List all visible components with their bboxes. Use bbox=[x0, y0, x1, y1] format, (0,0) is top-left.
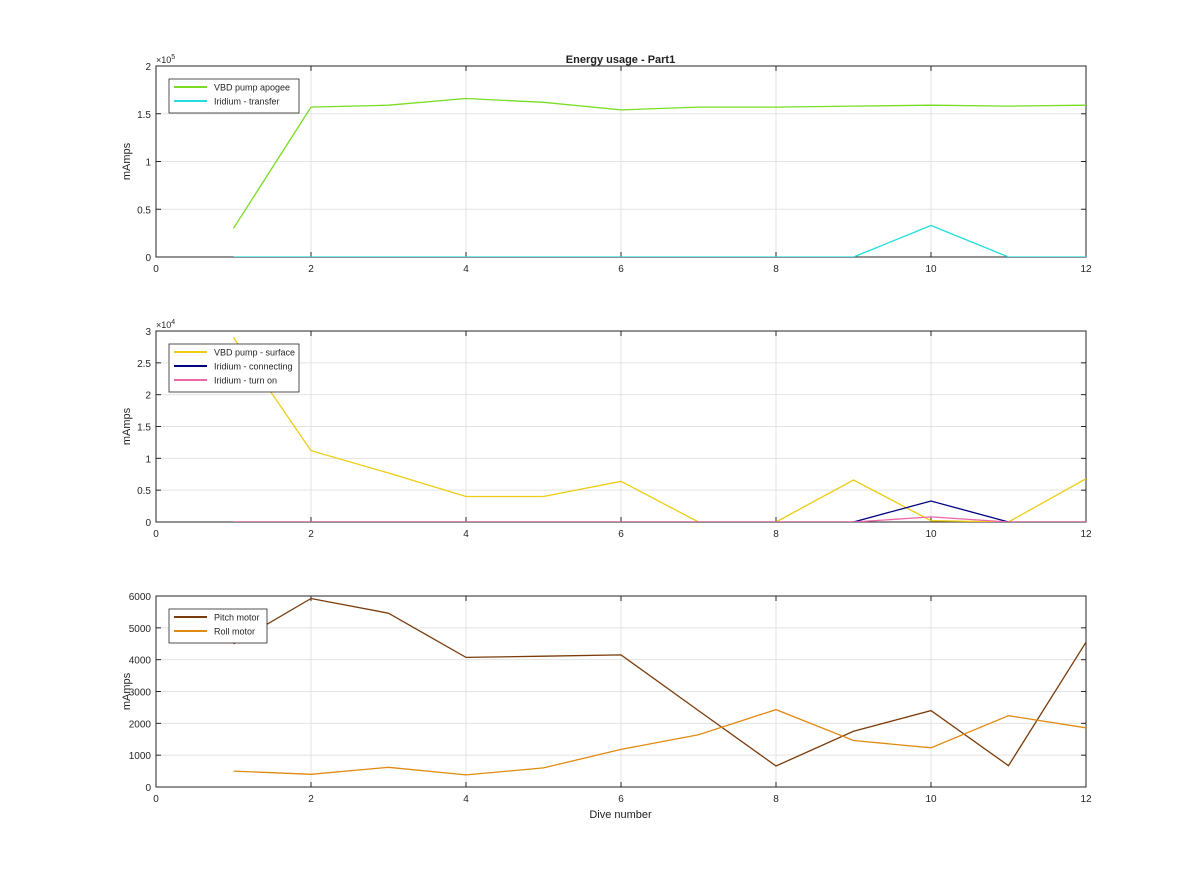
chart-panel-2: 0 2 4 6 8 10 12 0 0.5 1 1.5 2 2.5 3 ×104 mAmps VBD pump … bbox=[121, 319, 1092, 540]
y-tick-label: 1 bbox=[145, 158, 151, 169]
x-tick-label: 2 bbox=[308, 794, 314, 805]
series-line-3 bbox=[233, 516, 1086, 522]
y-tick-label: 2.5 bbox=[137, 359, 151, 370]
legend-label: Pitch motor bbox=[214, 613, 260, 623]
x-tick-label: 10 bbox=[925, 264, 937, 275]
y-exponent-label: ×104 bbox=[156, 319, 175, 330]
x-tick-label: 8 bbox=[773, 794, 779, 805]
x-tick-label: 12 bbox=[1080, 264, 1092, 275]
legend-label: VBD pump - surface bbox=[214, 348, 295, 358]
x-tick-label: 10 bbox=[925, 529, 937, 540]
x-tick-label: 4 bbox=[463, 529, 469, 540]
x-tick-label: 12 bbox=[1080, 529, 1092, 540]
chart-panel-1: 0 2 4 6 8 10 12 0 0.5 1 1.5 2 ×105 mAmps VBD pump apog… bbox=[121, 54, 1092, 275]
legend-label: Iridium - turn on bbox=[214, 376, 277, 386]
y-tick-label: 1 bbox=[145, 454, 151, 465]
x-tick-label: 12 bbox=[1080, 794, 1092, 805]
y-axis-label: mAmps bbox=[121, 407, 133, 445]
y-axis-label: mAmps bbox=[121, 142, 133, 180]
y-tick-label: 2000 bbox=[129, 719, 152, 730]
x-tick-label: 2 bbox=[308, 264, 314, 275]
legend-box bbox=[168, 78, 300, 114]
x-tick-label: 4 bbox=[463, 264, 469, 275]
y-tick-label: 0.5 bbox=[137, 486, 151, 497]
x-tick-label: 0 bbox=[153, 264, 159, 275]
x-tick-label: 6 bbox=[618, 529, 624, 540]
y-tick-label: 1.5 bbox=[137, 423, 151, 434]
y-tick-label: 0.5 bbox=[137, 205, 151, 216]
x-tick-label: 6 bbox=[618, 264, 624, 275]
y-tick-label: 0 bbox=[145, 253, 151, 264]
x-tick-label: 0 bbox=[153, 529, 159, 540]
x-tick-label: 6 bbox=[618, 794, 624, 805]
x-tick-label: 10 bbox=[925, 794, 937, 805]
x-axis-label: Dive number bbox=[589, 809, 652, 821]
y-tick-label: 5000 bbox=[129, 624, 152, 635]
y-tick-label: 3 bbox=[145, 327, 151, 338]
x-tick-label: 0 bbox=[153, 794, 159, 805]
legend-label: Roll motor bbox=[214, 627, 255, 637]
y-tick-label: 6000 bbox=[129, 592, 152, 603]
chart-panel-3: 0 2 4 6 8 10 12 0 1000 2000 3000 4000 5000 6000 mAmps P… bbox=[121, 592, 1092, 805]
y-tick-label: 2 bbox=[145, 391, 151, 402]
x-tick-label: 4 bbox=[463, 794, 469, 805]
series-line-2 bbox=[233, 708, 1086, 776]
y-tick-label: 1.5 bbox=[137, 110, 151, 121]
y-tick-label: 4000 bbox=[129, 656, 152, 667]
y-tick-label: 0 bbox=[145, 783, 151, 794]
y-axis-label: mAmps bbox=[121, 672, 133, 710]
series-line-1 bbox=[232, 337, 1086, 522]
y-tick-label: 3000 bbox=[129, 688, 152, 699]
x-tick-label: 2 bbox=[308, 529, 314, 540]
x-tick-label: 8 bbox=[773, 264, 779, 275]
series-line-2 bbox=[233, 500, 1086, 522]
x-tick-label: 8 bbox=[773, 529, 779, 540]
y-tick-label: 0 bbox=[145, 518, 151, 529]
y-tick-label: 1000 bbox=[129, 751, 152, 762]
legend-label: Iridium - transfer bbox=[214, 97, 280, 107]
y-tick-label: 2 bbox=[145, 62, 151, 73]
legend-box bbox=[168, 608, 268, 644]
series-line-1 bbox=[233, 597, 1086, 767]
legend-label: VBD pump apogee bbox=[214, 83, 290, 93]
figure-title: Energy usage - Part1 bbox=[566, 54, 675, 66]
series-line-2 bbox=[233, 224, 1086, 257]
y-exponent-label: ×105 bbox=[156, 54, 175, 65]
series-line-1 bbox=[232, 97, 1086, 229]
legend-label: Iridium - connecting bbox=[214, 362, 293, 372]
